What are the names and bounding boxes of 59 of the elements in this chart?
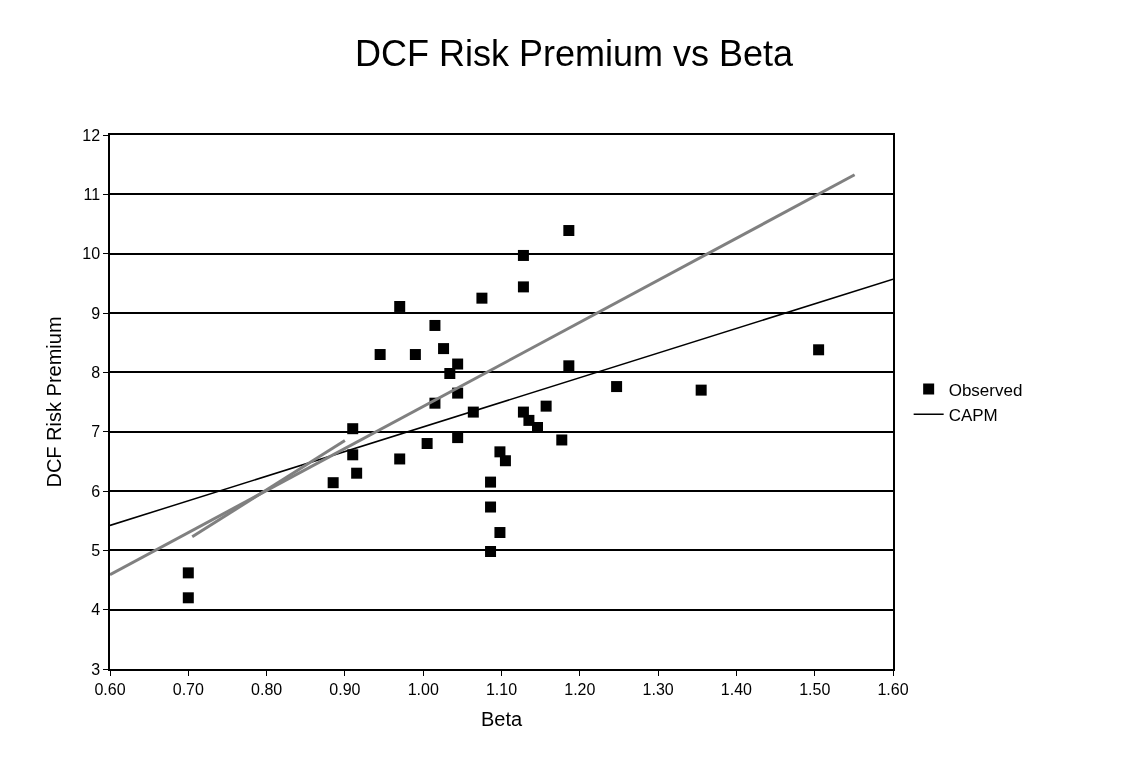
point <box>494 446 506 458</box>
point <box>563 225 575 237</box>
y-tick-label: 9 <box>91 304 101 322</box>
point <box>523 414 535 426</box>
y-tick-label: 8 <box>91 363 101 381</box>
y-tick-label: 6 <box>91 482 101 500</box>
x-tick-label: 1.40 <box>720 680 753 698</box>
y-tick-label: 12 <box>82 126 101 144</box>
point <box>813 344 825 356</box>
point <box>429 319 441 331</box>
y-tick-label: 11 <box>83 185 101 203</box>
point <box>182 592 194 604</box>
point <box>476 292 488 304</box>
point <box>485 501 497 513</box>
point <box>556 434 568 446</box>
legend-label: Observed <box>948 380 1023 400</box>
point <box>438 343 450 355</box>
point <box>499 455 511 467</box>
point <box>394 453 406 465</box>
point <box>452 432 464 444</box>
y-axis-title: DCF Risk Premium <box>43 316 66 488</box>
point <box>394 300 406 312</box>
y-tick-label: 3 <box>91 660 101 678</box>
x-axis-title: Beta <box>480 707 523 730</box>
point <box>347 449 359 461</box>
point <box>563 360 575 372</box>
legend-label: CAPM <box>948 405 998 425</box>
x-tick-label: 1.30 <box>642 680 674 698</box>
x-tick-label: 1.10 <box>485 680 518 698</box>
point <box>444 368 456 380</box>
point <box>540 400 552 412</box>
x-tick-label: 1.50 <box>799 680 831 698</box>
point <box>611 381 623 393</box>
point <box>485 476 497 488</box>
point <box>517 281 529 293</box>
point <box>452 358 464 370</box>
x-tick-label: 0.60 <box>94 680 126 698</box>
x-tick-label: 0.80 <box>251 680 283 698</box>
y-tick-label: 4 <box>91 601 101 619</box>
y-tick-label: 10 <box>82 245 101 263</box>
point <box>421 438 433 450</box>
x-tick-label: 1.00 <box>407 680 439 698</box>
point <box>494 527 506 539</box>
y-tick-label: 7 <box>91 423 101 441</box>
point <box>347 423 359 435</box>
y-tick-label: 5 <box>91 541 101 559</box>
point <box>409 349 421 361</box>
point <box>517 249 529 261</box>
point <box>485 546 497 558</box>
chart-title: DCF Risk Premium vs Beta <box>354 33 794 75</box>
point <box>182 567 194 579</box>
point <box>374 349 386 361</box>
point <box>695 384 707 396</box>
x-tick-label: 0.90 <box>329 680 361 698</box>
x-tick-label: 0.70 <box>172 680 204 698</box>
x-tick-label: 1.60 <box>877 680 909 698</box>
x-tick-label: 1.20 <box>564 680 596 698</box>
point <box>327 477 339 489</box>
point <box>351 467 363 479</box>
